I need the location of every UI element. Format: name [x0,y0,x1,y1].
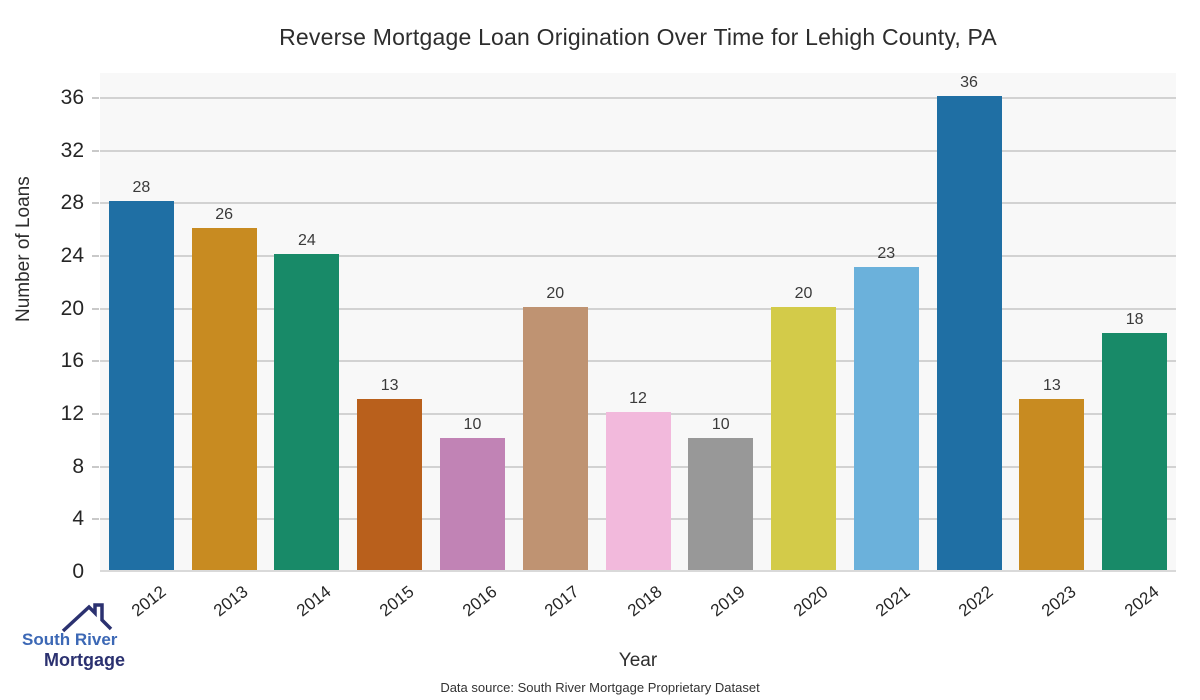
chart-title: Reverse Mortgage Loan Origination Over T… [279,24,997,50]
bar-2019 [688,438,754,570]
bar-2018 [605,412,671,570]
x-tick-label-2012: 2012 [127,582,170,621]
bar-2020 [771,306,837,570]
x-tick-label-2021: 2021 [872,582,915,621]
bar-value-label: 28 [132,179,151,197]
x-tick-label-2022: 2022 [955,582,997,621]
x-tick-label-2023: 2023 [1038,582,1080,621]
x-tick-label-2013: 2013 [210,582,252,621]
bar-value-label: 36 [960,74,978,92]
bar-value-label: 23 [877,245,896,263]
y-tick-label: 28 [60,191,84,215]
y-tick-label: 36 [60,86,84,110]
gridline [100,202,1176,205]
y-tick-label: 20 [60,296,84,320]
bar-value-label: 13 [1042,376,1061,394]
y-tick-label: 4 [72,507,84,531]
bar-2022 [936,96,1002,570]
gridline [100,255,1176,257]
bar-2017 [522,306,588,570]
house-roof-icon [61,603,113,633]
bar-2013 [191,227,257,570]
bar-2014 [274,254,340,570]
bar-value-label: 13 [380,376,399,394]
bar-2016 [439,438,505,570]
y-tick-label: 16 [60,349,84,373]
bar-2015 [357,398,423,570]
bar-value-label: 10 [463,416,482,434]
y-tick-mark [92,413,99,415]
bar-2012 [108,201,174,570]
y-tick-mark [92,255,99,257]
y-tick-mark [92,202,99,205]
x-tick-label-2017: 2017 [541,582,583,621]
y-tick-label: 8 [72,454,84,478]
bar-2024 [1102,333,1168,570]
x-tick-label-2018: 2018 [624,582,666,621]
y-tick-mark [92,518,99,521]
bar-value-label: 10 [711,416,730,434]
bar-value-label: 20 [794,284,813,302]
x-tick-label-2024: 2024 [1120,582,1163,621]
bar-value-label: 12 [629,390,647,407]
x-tick-label-2019: 2019 [706,582,749,621]
logo-text-line1: South River [22,630,118,649]
x-tick-label-2020: 2020 [789,582,832,621]
bar-value-label: 18 [1125,311,1144,328]
bar-2021 [853,267,919,570]
bar-value-label: 26 [215,205,234,223]
y-tick-label: 0 [72,560,84,583]
gridline [100,97,1176,100]
plot-area: 0 4 8 12 16 20 24 28 32 36 28 26 24 13 10 20 12 10 20 23 36… [61,73,1176,620]
gridline [100,307,1176,310]
y-tick-mark [92,307,99,310]
x-tick-label-2014: 2014 [293,582,335,621]
gridline [100,360,1176,363]
gridline [100,149,1176,152]
y-tick-mark [92,360,99,363]
y-tick-mark [92,97,99,100]
bar-2023 [1019,398,1085,570]
y-tick-label: 24 [60,244,84,267]
x-tick-label-2015: 2015 [375,582,418,621]
y-tick-label: 32 [60,138,84,162]
data-source-caption: Data source: South River Mortgage Propri… [440,680,760,695]
bar-value-label: 20 [546,284,565,302]
x-tick-label-2016: 2016 [458,582,501,621]
x-axis-label: Year [618,650,658,671]
logo-text-line2: Mortgage [44,650,125,670]
bar-value-label: 24 [298,232,316,249]
y-tick-mark [92,465,99,468]
y-tick-label: 12 [60,402,84,425]
y-tick-mark [92,149,99,152]
